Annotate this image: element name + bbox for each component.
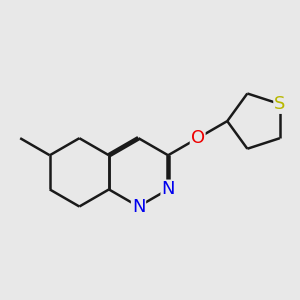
Text: S: S [274,95,286,113]
Text: O: O [190,129,205,147]
Text: N: N [161,180,175,198]
Text: N: N [132,197,145,215]
